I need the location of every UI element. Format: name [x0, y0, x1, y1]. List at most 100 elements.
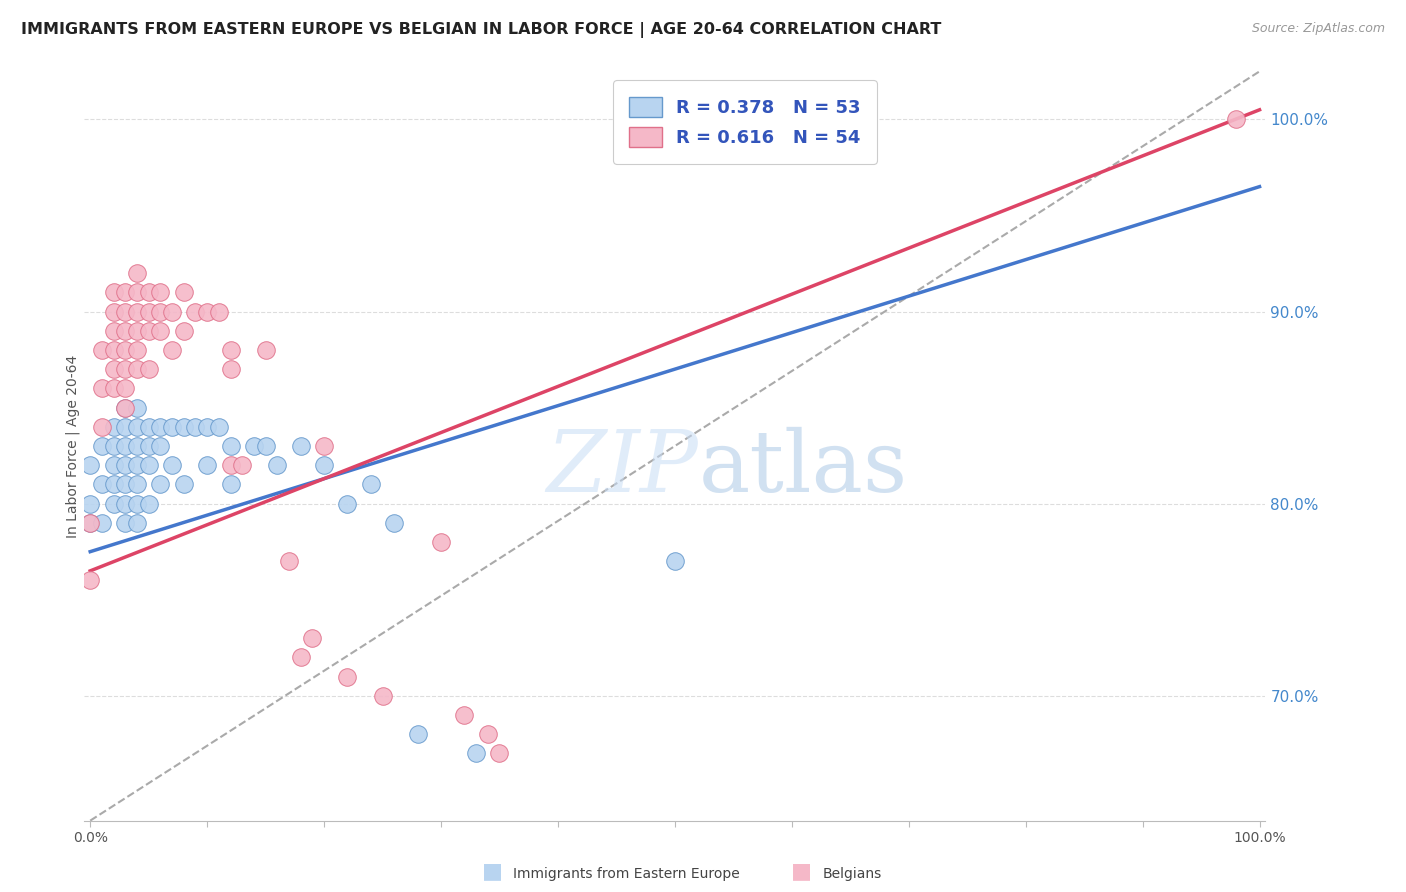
Point	[219, 362, 242, 376]
Point	[103, 497, 125, 511]
Point	[173, 324, 195, 338]
Point	[103, 419, 125, 434]
Point	[79, 516, 101, 530]
Point	[114, 477, 136, 491]
Point	[149, 439, 172, 453]
Point	[114, 419, 136, 434]
Point	[125, 324, 148, 338]
Point	[103, 439, 125, 453]
Point	[90, 516, 112, 530]
Point	[125, 343, 148, 357]
Point	[90, 381, 112, 395]
Point	[125, 419, 148, 434]
Point	[160, 343, 183, 357]
Point	[664, 554, 686, 568]
Point	[138, 458, 160, 473]
Point	[103, 362, 125, 376]
Point	[406, 727, 429, 741]
Point	[114, 439, 136, 453]
Point	[90, 419, 112, 434]
Point	[79, 458, 101, 473]
Point	[114, 324, 136, 338]
Point	[208, 419, 231, 434]
Point	[125, 458, 148, 473]
Point	[195, 458, 218, 473]
Point	[114, 381, 136, 395]
Point	[173, 285, 195, 300]
Point	[103, 324, 125, 338]
Point	[90, 343, 112, 357]
Point	[477, 727, 499, 741]
Text: ZIP: ZIP	[547, 427, 699, 510]
Legend: R = 0.378   N = 53, R = 0.616   N = 54: R = 0.378 N = 53, R = 0.616 N = 54	[613, 80, 877, 163]
Point	[114, 285, 136, 300]
Point	[453, 708, 475, 723]
Point	[266, 458, 288, 473]
Point	[138, 285, 160, 300]
Point	[103, 381, 125, 395]
Point	[125, 477, 148, 491]
Point	[488, 747, 510, 761]
Point	[208, 304, 231, 318]
Point	[160, 304, 183, 318]
Point	[465, 747, 488, 761]
Point	[219, 343, 242, 357]
Point	[301, 631, 323, 645]
Point	[114, 401, 136, 415]
Text: atlas: atlas	[699, 427, 908, 510]
Point	[160, 419, 183, 434]
Text: ■: ■	[792, 862, 811, 881]
Point	[125, 439, 148, 453]
Point	[125, 362, 148, 376]
Point	[125, 304, 148, 318]
Point	[114, 516, 136, 530]
Point	[149, 419, 172, 434]
Point	[149, 304, 172, 318]
Point	[114, 401, 136, 415]
Y-axis label: In Labor Force | Age 20-64: In Labor Force | Age 20-64	[66, 354, 80, 538]
Point	[195, 419, 218, 434]
Point	[173, 477, 195, 491]
Point	[103, 477, 125, 491]
Point	[90, 477, 112, 491]
Point	[254, 343, 277, 357]
Point	[138, 324, 160, 338]
Point	[219, 477, 242, 491]
Point	[79, 497, 101, 511]
Point	[149, 324, 172, 338]
Point	[138, 419, 160, 434]
Point	[138, 497, 160, 511]
Point	[114, 497, 136, 511]
Point	[114, 304, 136, 318]
Point	[219, 439, 242, 453]
Point	[312, 439, 335, 453]
Point	[125, 497, 148, 511]
Point	[138, 439, 160, 453]
Point	[312, 458, 335, 473]
Point	[125, 285, 148, 300]
Point	[1225, 112, 1247, 127]
Point	[219, 458, 242, 473]
Point	[138, 304, 160, 318]
Text: ■: ■	[482, 862, 502, 881]
Point	[138, 362, 160, 376]
Point	[290, 439, 312, 453]
Point	[149, 285, 172, 300]
Point	[160, 458, 183, 473]
Text: Source: ZipAtlas.com: Source: ZipAtlas.com	[1251, 22, 1385, 36]
Point	[114, 458, 136, 473]
Point	[173, 419, 195, 434]
Point	[103, 458, 125, 473]
Point	[79, 574, 101, 588]
Point	[79, 516, 101, 530]
Point	[254, 439, 277, 453]
Point	[114, 362, 136, 376]
Point	[90, 439, 112, 453]
Point	[149, 477, 172, 491]
Point	[382, 516, 405, 530]
Point	[125, 266, 148, 280]
Point	[114, 343, 136, 357]
Point	[103, 285, 125, 300]
Point	[336, 669, 359, 683]
Point	[371, 689, 394, 703]
